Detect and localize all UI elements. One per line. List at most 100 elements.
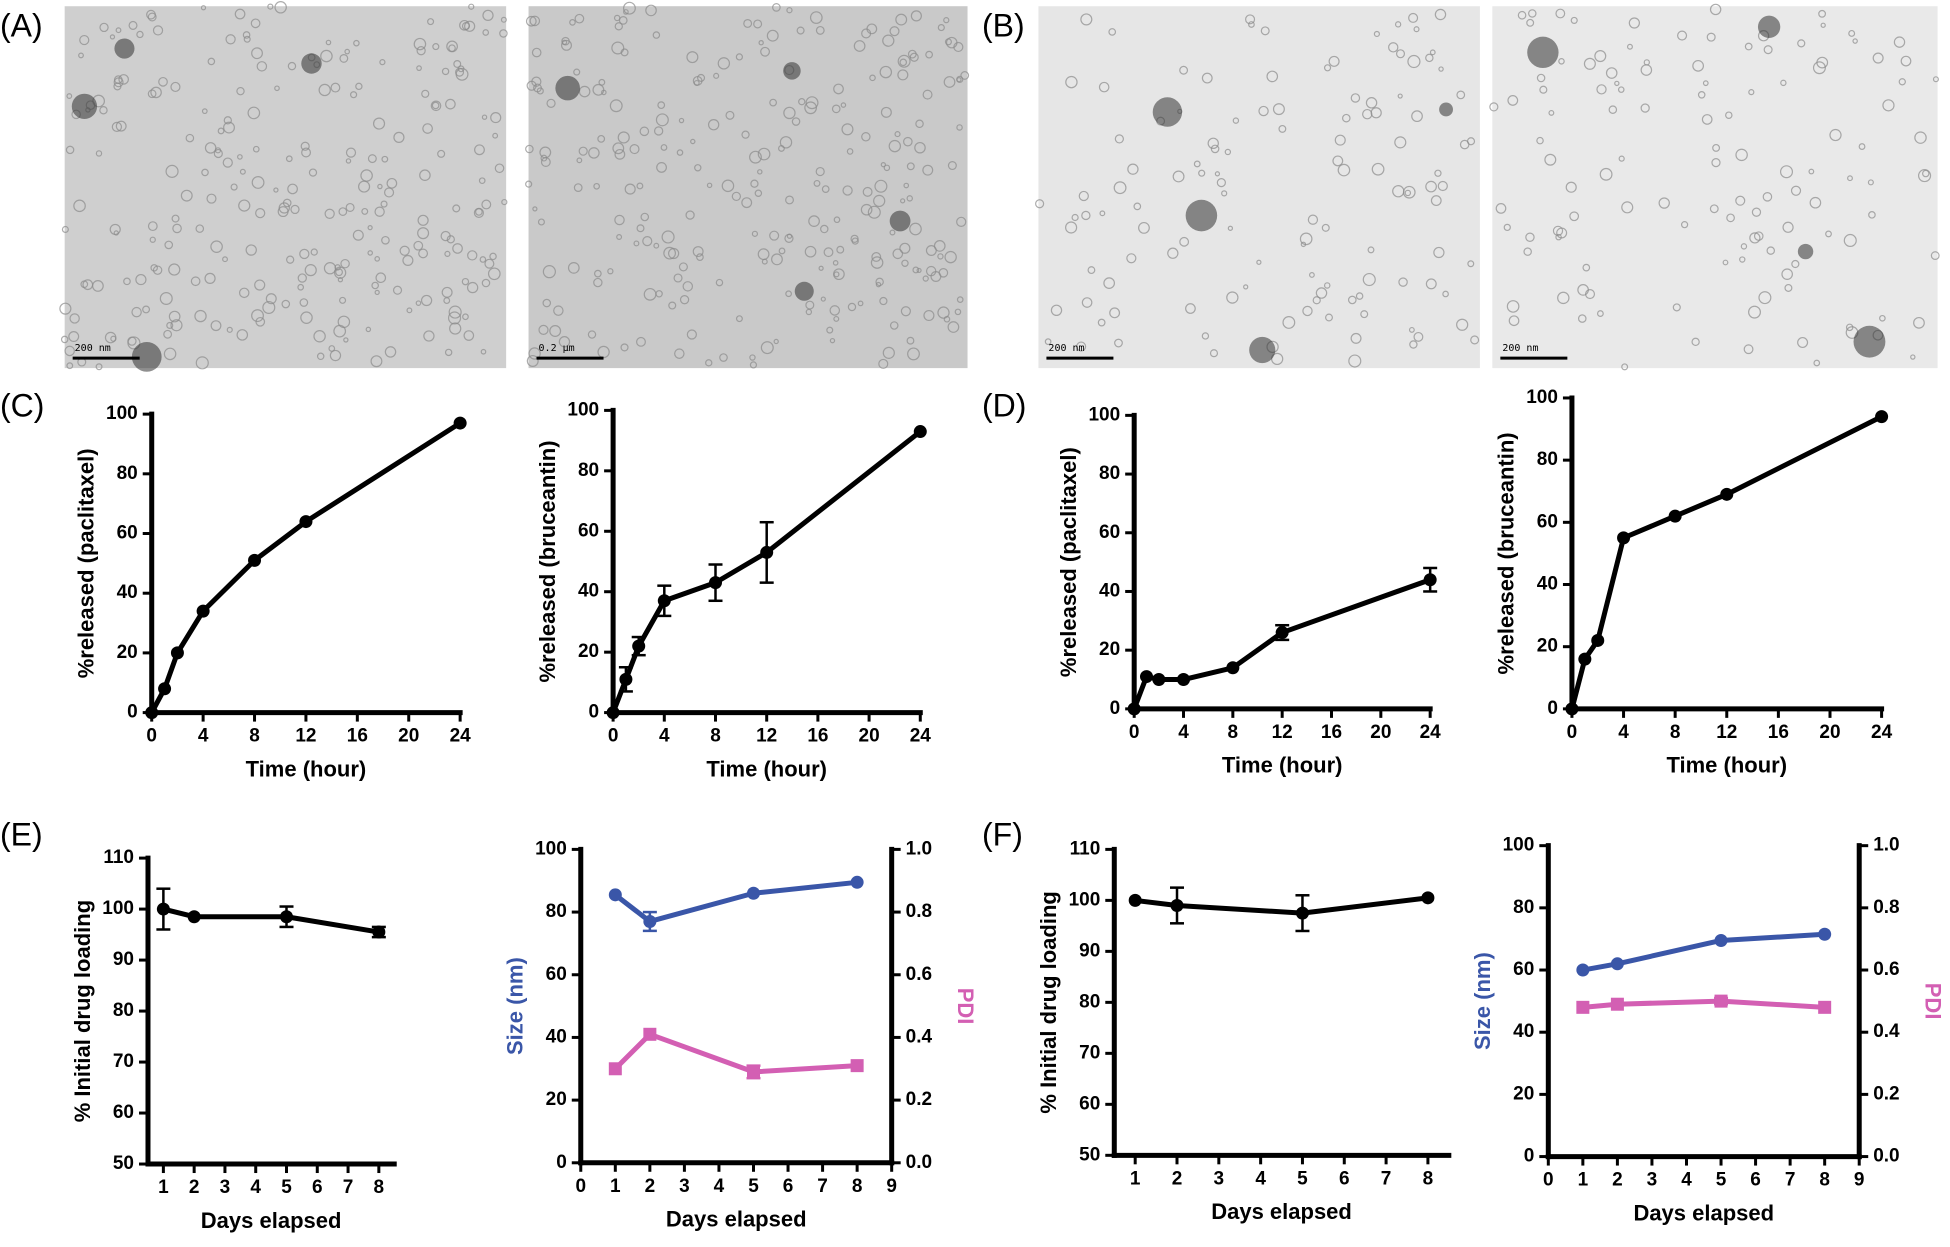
particle [66, 362, 74, 370]
particle [287, 183, 298, 195]
data-point [196, 604, 210, 618]
particle [769, 230, 780, 241]
particle [1198, 169, 1206, 177]
particle [663, 246, 677, 260]
particle [499, 29, 508, 38]
particle [1743, 344, 1754, 355]
data-line [162, 906, 380, 935]
particle [238, 199, 251, 212]
particle [1932, 76, 1939, 83]
y-tick-label: 100 [1088, 404, 1120, 425]
y-tick-label: 60 [546, 964, 567, 985]
particle [1214, 171, 1221, 177]
x-tick-label: 4 [659, 726, 670, 747]
data-line [149, 420, 462, 714]
x-tick-label: 4 [1255, 1168, 1266, 1189]
particle [588, 147, 600, 159]
particle [230, 183, 238, 191]
particle [836, 245, 845, 254]
y-tick-label: 70 [113, 1051, 134, 1072]
particle [247, 106, 261, 120]
particle [1555, 8, 1566, 19]
particle [1210, 144, 1220, 154]
particle [1739, 256, 1746, 263]
particle [1332, 155, 1344, 167]
chart: 0 1 2 3 4 5 6 7 8 9 0 20 40 60 80 100 0.0 0.2 0.4 0.6 0.8 1.0… [503, 838, 978, 1231]
particle [222, 157, 233, 168]
particle [104, 331, 117, 344]
y-tick-label: 50 [113, 1153, 134, 1174]
particle [818, 265, 824, 271]
particle [1709, 3, 1722, 16]
particle [1557, 291, 1570, 305]
particle [195, 224, 205, 233]
particle [318, 83, 331, 97]
data-point [657, 594, 671, 608]
x-tick-label: 4 [714, 1176, 725, 1197]
particle [281, 299, 291, 309]
particle [180, 189, 193, 202]
particle [1577, 314, 1587, 323]
particle [1103, 277, 1116, 289]
particle [879, 296, 888, 306]
particle [365, 326, 372, 333]
data-point [299, 515, 313, 529]
y-tick-label: 100 [1526, 387, 1558, 408]
particle [813, 179, 821, 187]
particle [1672, 303, 1681, 312]
particle [1350, 93, 1361, 103]
data-point [1714, 994, 1728, 1008]
particle [384, 187, 395, 198]
particle [906, 195, 913, 202]
particle [1692, 59, 1705, 72]
data-point [1818, 927, 1832, 941]
x-tick-label: 5 [1297, 1168, 1308, 1189]
particle [947, 161, 957, 171]
particle [1570, 16, 1578, 25]
particle [753, 19, 763, 29]
chart: 0 4 8 12 16 20 24 0 20 40 60 80 100 %released (paclit… [1056, 404, 1441, 777]
particle [829, 337, 836, 344]
particle [937, 306, 950, 319]
particle [1762, 192, 1773, 202]
data-point [608, 1062, 622, 1076]
y-tick-label: 80 [1513, 897, 1534, 918]
x-tick-label: 24 [1871, 722, 1893, 743]
x-tick-label: 6 [1750, 1170, 1761, 1191]
particle [749, 150, 762, 164]
particle [1495, 203, 1507, 214]
x-tick-label: 1 [1130, 1168, 1141, 1189]
particle [381, 235, 390, 245]
particle [1179, 236, 1190, 247]
particle [769, 98, 777, 107]
particle [1321, 223, 1330, 232]
particle [1712, 143, 1721, 152]
particle [386, 177, 398, 189]
particle [474, 144, 485, 156]
particle [1309, 272, 1315, 278]
particle [1398, 277, 1408, 287]
particle [118, 74, 129, 85]
particle [1395, 49, 1406, 59]
panel-label: (E) [0, 816, 43, 852]
particle [243, 35, 251, 43]
y-tick-label: 20 [546, 1089, 567, 1110]
particle [618, 15, 628, 25]
particle [937, 24, 945, 32]
y-tick-label: 0 [127, 702, 138, 723]
particle [875, 277, 884, 287]
particle [1108, 28, 1117, 36]
particle [1087, 266, 1096, 275]
x-tick-label: 3 [1647, 1170, 1658, 1191]
particle [147, 89, 157, 99]
x-tick-label: 9 [1854, 1170, 1865, 1191]
y2-tick-label: 0.6 [1873, 959, 1899, 980]
particle [299, 298, 309, 307]
particle [217, 127, 225, 135]
y-tick-label: 40 [1513, 1021, 1534, 1042]
aggregate [71, 93, 98, 120]
particle [593, 182, 600, 190]
y-tick-label: 40 [578, 581, 599, 602]
y-tick-label: 60 [1513, 959, 1534, 980]
y-tick-label: 100 [1503, 835, 1535, 856]
